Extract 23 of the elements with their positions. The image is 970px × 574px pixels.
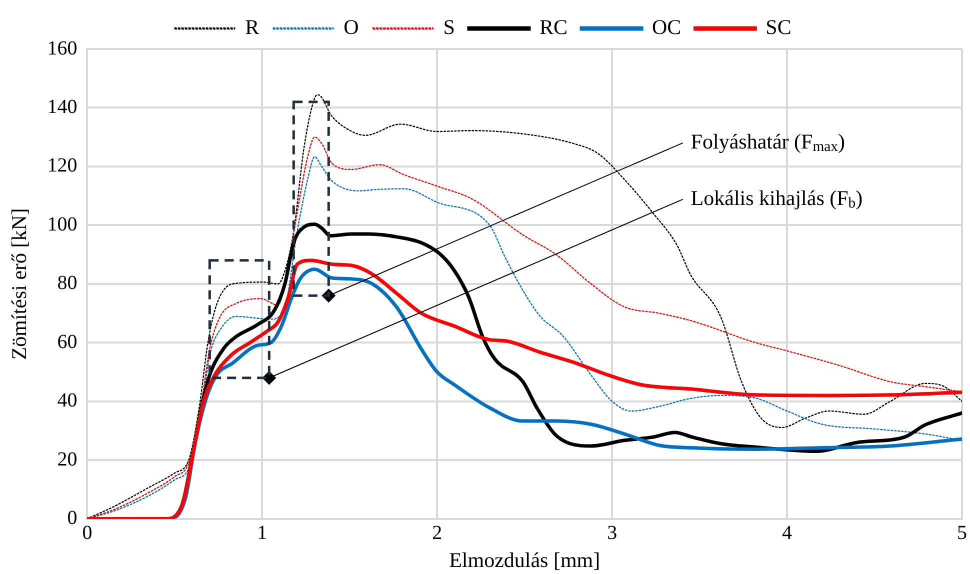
y-tick-label: 40 [57,390,78,412]
legend-label: O [344,15,359,40]
x-tick-label: 2 [432,522,442,544]
x-tick-label: 1 [257,522,268,544]
y-tick-label: 120 [47,154,78,177]
legend-label: S [443,15,455,40]
y-axis-title: Zömítési erő [kN] [7,208,32,360]
y-tick-label: 0 [67,507,78,530]
x-tick-label: 3 [607,522,618,544]
legend-label: RC [539,15,568,40]
y-tick-label: 60 [57,330,78,353]
y-tick-label: 160 [47,37,78,60]
legend-label: SC [766,15,792,40]
legend-label: OC [652,15,682,40]
y-tick-label: 80 [57,272,78,294]
legend-label: R [245,15,260,40]
y-tick-label: 100 [47,213,78,236]
y-tick-label: 20 [57,448,78,470]
y-tick-label: 140 [47,96,78,118]
x-tick-label: 0 [82,522,92,544]
x-tick-label: 5 [957,522,967,544]
x-axis-title: Elmozdulás [mm] [449,548,600,572]
x-tick-label: 4 [782,522,792,544]
